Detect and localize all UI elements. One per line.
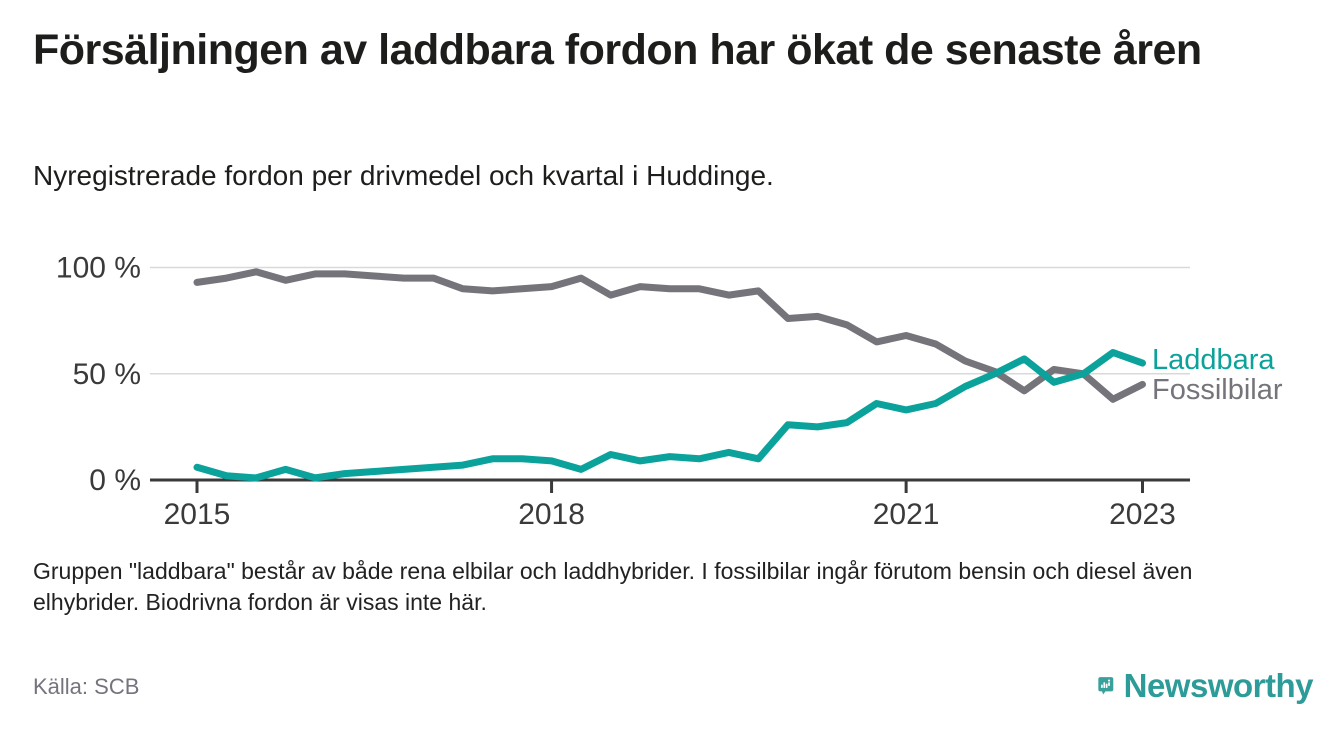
series-line-fossilbilar bbox=[193, 268, 1146, 403]
source-label: Källa: SCB bbox=[33, 674, 140, 699]
chart-subtitle: Nyregistrerade fordon per drivmedel och … bbox=[33, 160, 774, 191]
y-axis-tick-label: 50 % bbox=[73, 358, 141, 391]
x-axis-tick-label: 2023 bbox=[1109, 498, 1176, 531]
series-label-fossilbilar: Fossilbilar bbox=[1152, 374, 1283, 406]
x-axis-tick-label: 2015 bbox=[164, 498, 231, 531]
y-axis-tick-label: 0 % bbox=[89, 464, 141, 497]
x-axis-tick-label: 2021 bbox=[873, 498, 940, 531]
series-line-laddbara bbox=[193, 349, 1146, 482]
branding-wordmark: Newsworthy bbox=[1123, 667, 1314, 704]
newsworthy-pin-barchart-icon bbox=[1098, 677, 1114, 695]
chart-area: 2015 2018 2021 2023 0 % 50 % 100 % Laddbara Foss… bbox=[0, 240, 1340, 540]
chart-footnote: Gruppen "laddbara" består av både rena e… bbox=[33, 558, 1193, 616]
line-chart: 2015 2018 2021 2023 0 % 50 % 100 % LaddbaraFoss… bbox=[56, 252, 1283, 532]
y-axis-tick-label: 100 % bbox=[56, 252, 141, 285]
x-axis-tick-label: 2018 bbox=[518, 498, 585, 531]
series-label-laddbara: Laddbara bbox=[1152, 344, 1275, 376]
page-title: Försäljningen av laddbara fordon har öka… bbox=[33, 26, 1202, 74]
branding: Newsworthy bbox=[1098, 658, 1314, 714]
